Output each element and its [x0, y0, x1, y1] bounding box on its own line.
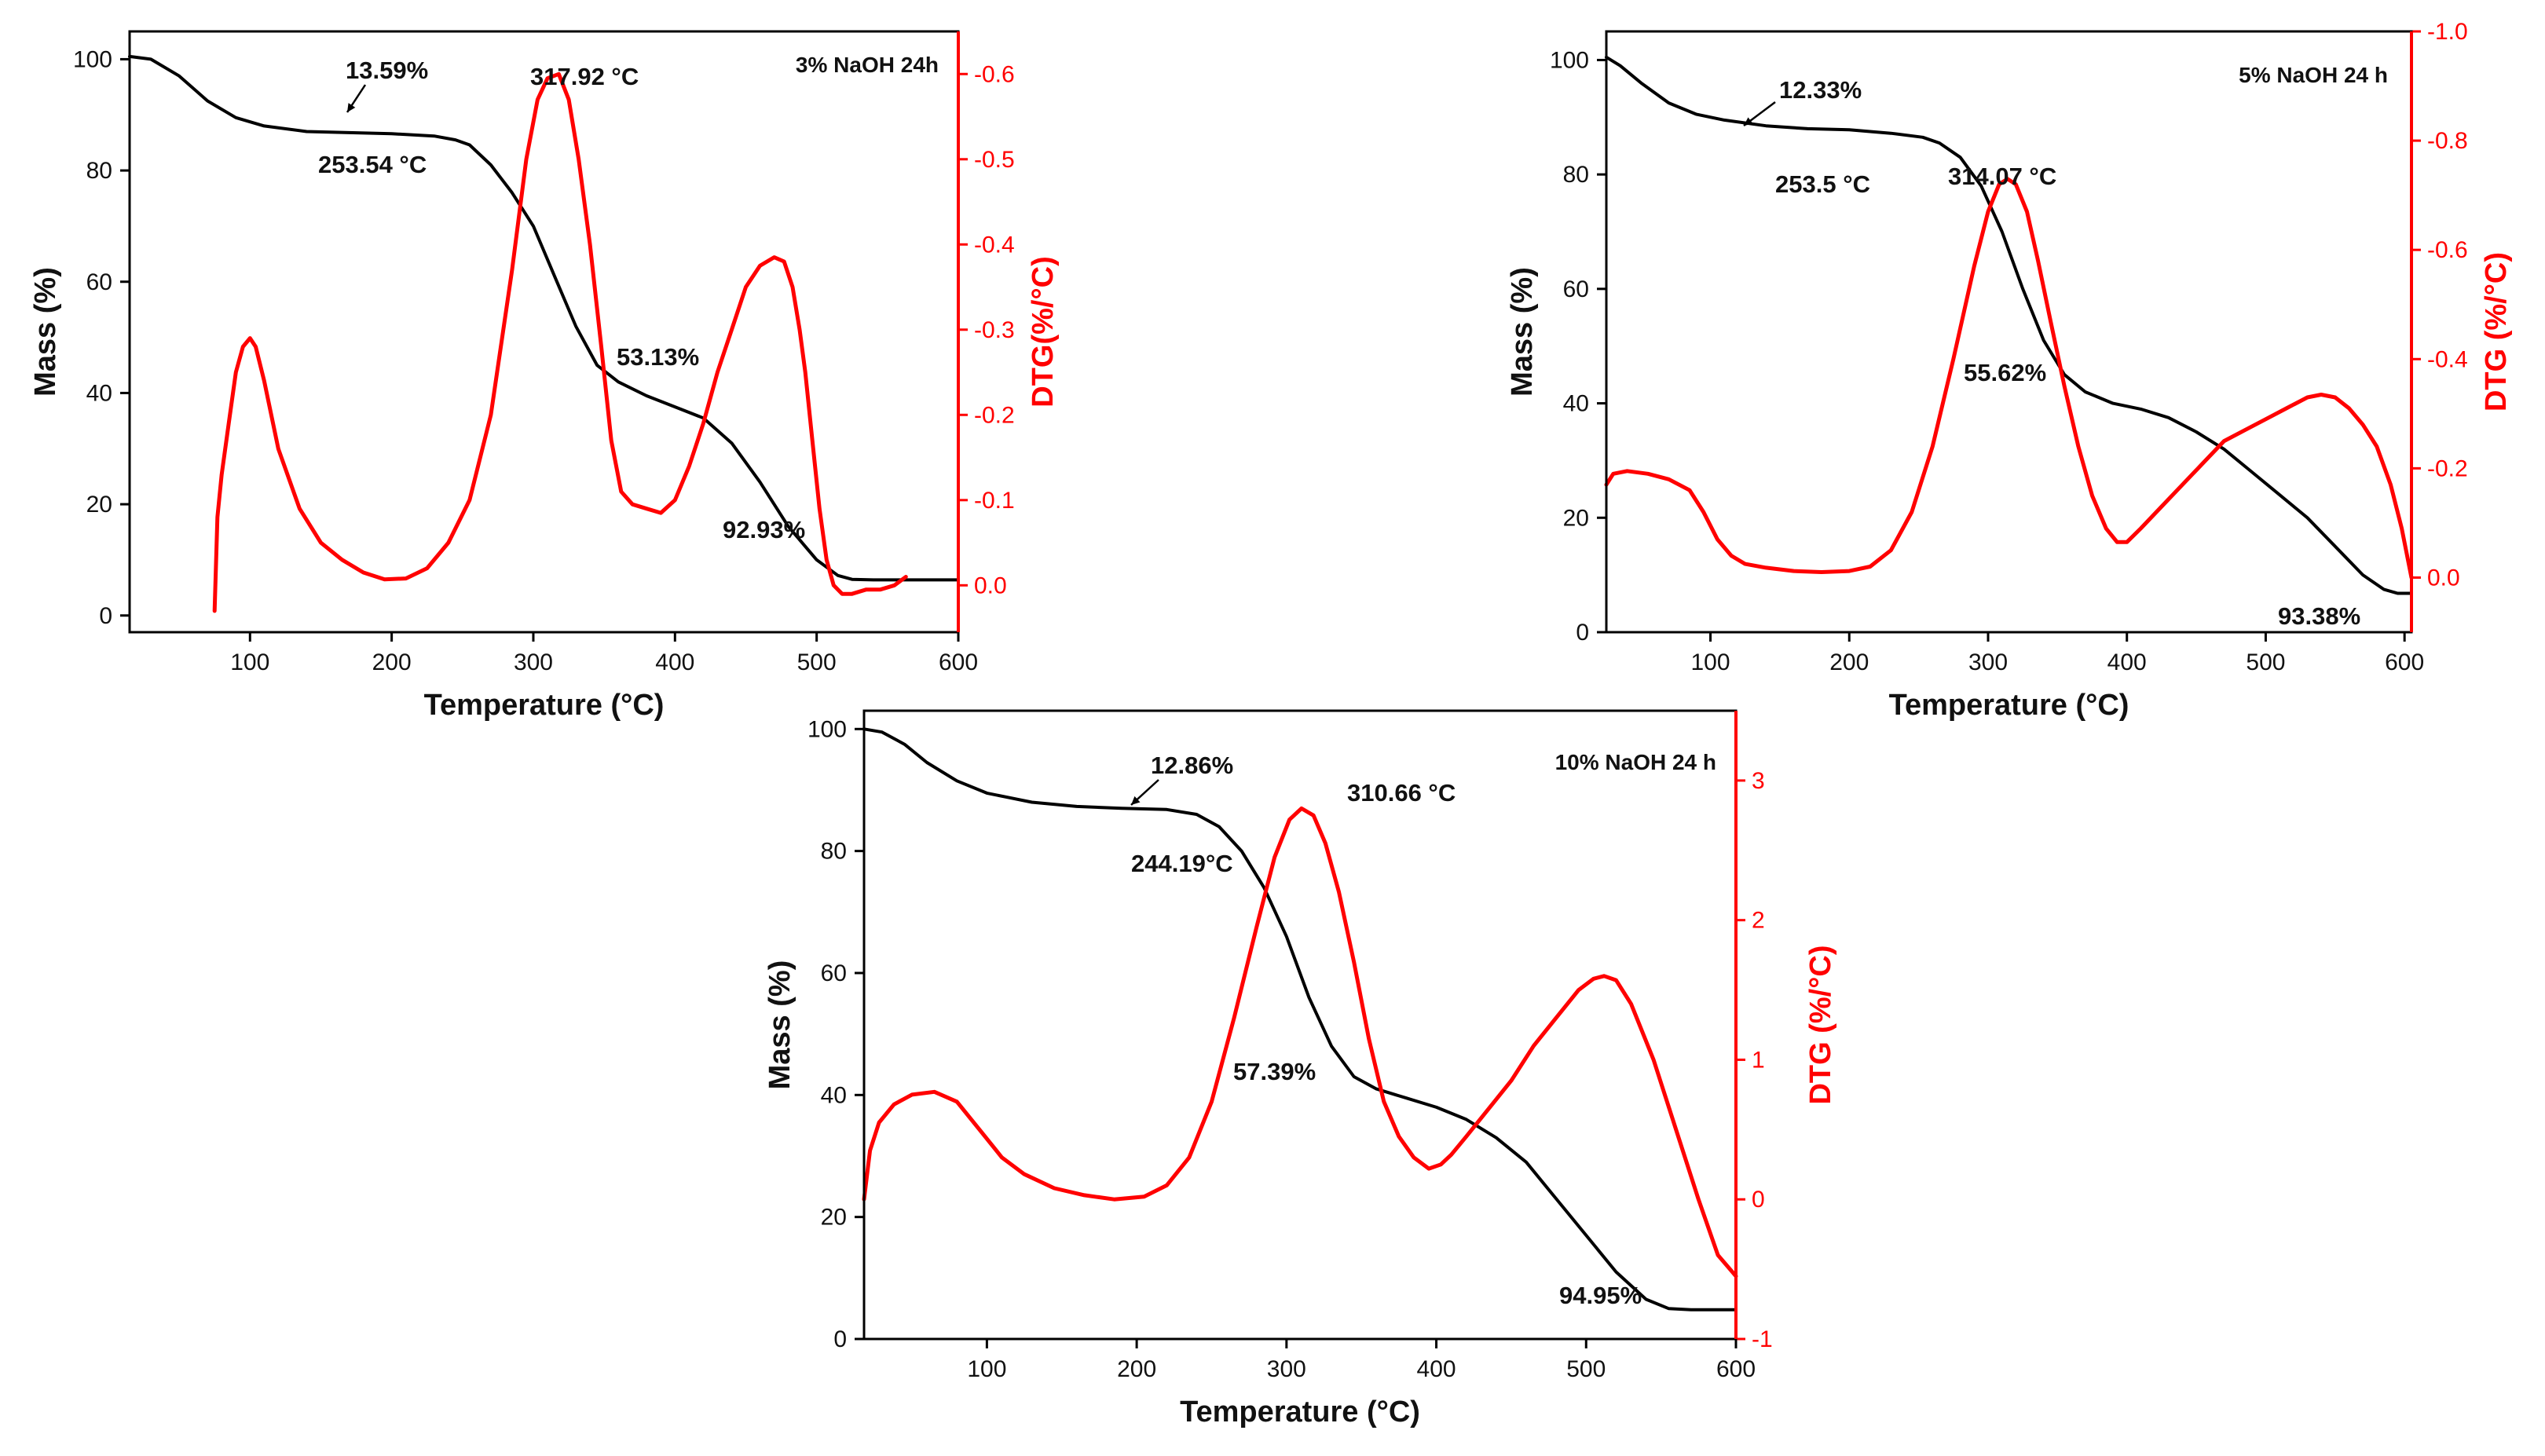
y2-tick-label: -0.1 [974, 488, 1015, 514]
y-tick-label: 0 [833, 1326, 847, 1352]
y2-tick-label: 2 [1752, 908, 1765, 934]
y-tick-label: 0 [99, 603, 112, 629]
x-tick-label: 500 [1566, 1356, 1606, 1382]
y2-tick-label: 0.0 [2427, 565, 2460, 591]
x-tick-label: 300 [1267, 1356, 1306, 1382]
y2-tick-label: -1.0 [2427, 19, 2468, 45]
annotation-label: 310.66 °C [1347, 779, 1456, 807]
x-tick-label: 600 [939, 649, 978, 675]
y2-axis-title: DTG (%/°C) [1804, 945, 1837, 1104]
chart-title: 3% NaOH 24h [796, 53, 939, 77]
annotation-label: 92.93% [723, 516, 805, 543]
chart-title: 10% NaOH 24 h [1555, 750, 1716, 774]
x-tick-label: 200 [1829, 649, 1869, 675]
y2-tick-label: -0.8 [2427, 128, 2468, 154]
annotation-label: 317.92 °C [530, 63, 639, 90]
annotation-label: 314.07 °C [1948, 163, 2056, 190]
annotation-arrowhead [1744, 117, 1753, 126]
y2-axis-title: DTG(%/°C) [1027, 256, 1060, 408]
annotation-label: 244.19°C [1131, 850, 1233, 877]
y2-tick-label: 0.0 [974, 573, 1007, 598]
x-tick-label: 600 [1716, 1356, 1756, 1382]
chart-5pct: 100 200 300 400 500 600 0 20 40 60 80 100 0.0 -0.2 -0.… [1506, 19, 2513, 722]
annotation-label: 12.86% [1151, 752, 1233, 779]
x-tick-label: 100 [967, 1356, 1006, 1382]
y2-tick-label: -0.3 [974, 317, 1015, 343]
annotation-label: 253.5 °C [1775, 170, 1870, 198]
dtg-series-line [862, 806, 1738, 1279]
annotation-label: 93.38% [2278, 602, 2360, 630]
x-axis-title: Temperature (°C) [1180, 1396, 1420, 1429]
x-tick-label: 300 [514, 649, 553, 675]
annotation-label: 253.54 °C [318, 151, 427, 178]
y-tick-label: 60 [1563, 276, 1589, 302]
annotation-label: 94.95% [1559, 1282, 1642, 1309]
y-tick-label: 80 [1563, 162, 1589, 188]
annotation-label: 53.13% [617, 343, 699, 371]
y-tick-label: 40 [821, 1082, 847, 1108]
annotation-label: 13.59% [346, 57, 428, 84]
x-tick-label: 200 [1117, 1356, 1156, 1382]
y-tick-label: 60 [821, 960, 847, 986]
chart-3pct: 100 200 300 400 500 600 0 20 40 60 80 100 0.0 -0.1 -0.… [29, 30, 1060, 722]
y-tick-label: 20 [821, 1205, 847, 1231]
chart-panel-5pct: 100 200 300 400 500 600 0 20 40 60 80 100 0.0 -0.2 -0.… [1492, 16, 2529, 750]
annotation-label: 55.62% [1964, 359, 2046, 386]
y-tick-label: 20 [86, 492, 112, 518]
y-axis-title: Mass (%) [29, 267, 62, 397]
y-tick-label: 100 [807, 716, 847, 742]
y-tick-label: 60 [86, 269, 112, 295]
dtg-series-line [212, 71, 908, 613]
y-tick-label: 40 [86, 380, 112, 406]
y2-tick-label: -0.6 [2427, 237, 2468, 263]
y-axis-title: Mass (%) [1506, 267, 1539, 397]
x-tick-label: 600 [2385, 649, 2424, 675]
annotation-label: 57.39% [1233, 1058, 1316, 1085]
y2-axis-title: DTG (%/°C) [2480, 252, 2513, 412]
y2-tick-label: -0.6 [974, 61, 1015, 87]
chart-panel-3pct: 100 200 300 400 500 600 0 20 40 60 80 100 0.0 -0.1 -0.… [16, 16, 1060, 750]
x-axis-title: Temperature (°C) [1889, 689, 2129, 722]
y-tick-label: 20 [1563, 505, 1589, 531]
chart-10pct: 100 200 300 400 500 600 0 20 40 60 80 100 -1 0 1 2 3 Tem… [764, 709, 1837, 1429]
annotation-arrowhead [1131, 796, 1141, 805]
y2-tick-label: -0.4 [2427, 346, 2468, 372]
mass-series-line [1605, 55, 2413, 595]
y2-tick-label: 0 [1752, 1187, 1765, 1213]
mass-series-line [128, 54, 960, 582]
x-tick-label: 500 [2246, 649, 2285, 675]
y2-tick-label: -0.5 [974, 147, 1015, 173]
y-tick-label: 0 [1576, 620, 1589, 646]
y2-tick-label: -0.4 [974, 232, 1015, 258]
x-tick-label: 400 [655, 649, 694, 675]
chart-title: 5% NaOH 24 h [2239, 63, 2388, 87]
y-tick-label: 100 [73, 46, 112, 72]
x-tick-label: 100 [230, 649, 269, 675]
y-tick-label: 40 [1563, 391, 1589, 417]
annotation-label: 12.33% [1779, 76, 1862, 104]
x-tick-label: 400 [1417, 1356, 1456, 1382]
x-tick-label: 100 [1691, 649, 1730, 675]
plot-frame [862, 709, 1738, 1341]
y2-tick-label: 3 [1752, 768, 1765, 794]
y2-tick-label: -0.2 [2427, 455, 2468, 481]
y-axis-title: Mass (%) [764, 960, 796, 1090]
chart-panel-10pct: 100 200 300 400 500 600 0 20 40 60 80 100 -1 0 1 2 3 Tem… [738, 691, 1838, 1441]
x-axis-title: Temperature (°C) [424, 689, 665, 722]
x-tick-label: 200 [372, 649, 412, 675]
x-tick-label: 300 [1968, 649, 2008, 675]
y2-tick-label: 1 [1752, 1047, 1765, 1073]
mass-series-line [862, 727, 1738, 1311]
dtg-series-line [1604, 177, 2414, 580]
y2-tick-label: -0.2 [974, 402, 1015, 428]
y-tick-label: 100 [1550, 47, 1589, 73]
y-tick-label: 80 [86, 158, 112, 184]
y-tick-label: 80 [821, 839, 847, 865]
annotation-arrowhead [347, 103, 356, 112]
y2-tick-label: -1 [1752, 1326, 1773, 1352]
x-tick-label: 500 [797, 649, 837, 675]
x-tick-label: 400 [2107, 649, 2147, 675]
